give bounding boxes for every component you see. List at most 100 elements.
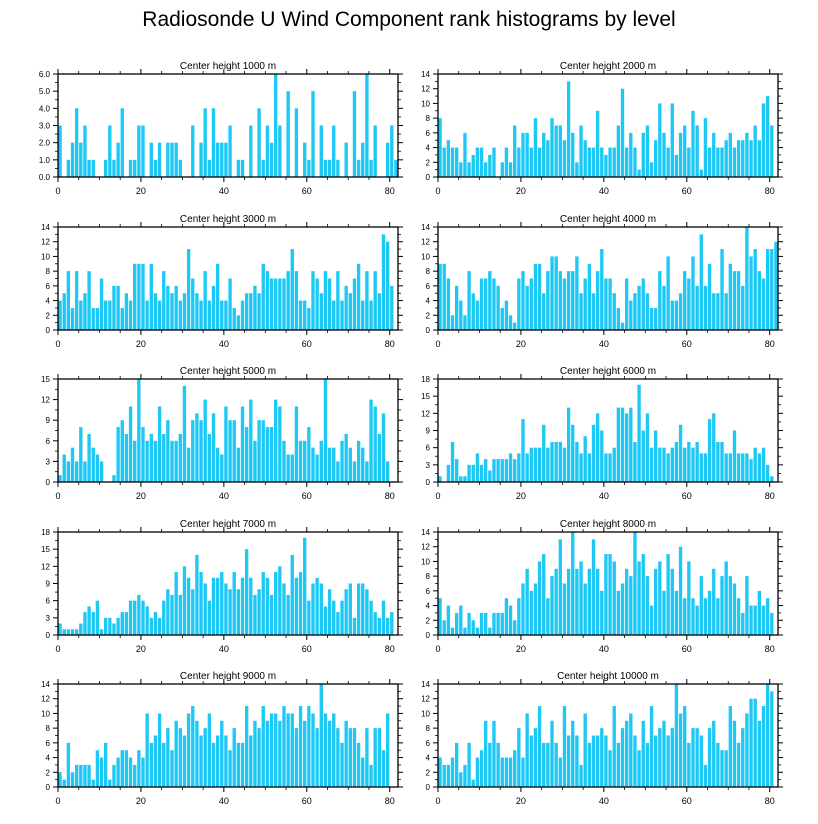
panel-7-bar (253, 594, 257, 635)
panel-6-bar (583, 436, 587, 482)
panel-7-bar (203, 583, 207, 635)
panel-8-bar (736, 598, 741, 635)
panel-6-ytick-label: 12 (421, 409, 430, 418)
panel-7-bar (149, 617, 153, 635)
panel-5-bar (141, 427, 145, 482)
panel-5-bar (303, 440, 307, 482)
panel-6-bar (595, 413, 600, 482)
panel-6-bar (488, 470, 492, 482)
panel-10-bar (575, 735, 579, 787)
panel-2-bar (637, 169, 641, 177)
panel-9-bar (104, 742, 108, 787)
panel-10-ytick-label: 14 (421, 680, 430, 689)
panel-10-bar (479, 750, 484, 787)
panel-4-bar (774, 241, 778, 330)
panel-6-bar (741, 453, 745, 482)
panel-3-bar (377, 293, 382, 330)
panel-1-bar (240, 159, 245, 177)
panel-8-bar (513, 620, 517, 635)
panel-8-bar (479, 612, 484, 635)
panel-9-bar (244, 706, 249, 787)
panel-4-bar (699, 234, 703, 330)
panel-4-bar (670, 300, 674, 330)
panel-2-bar (741, 140, 745, 177)
panel-4-bar (645, 293, 650, 330)
panel-2-bar (500, 162, 504, 177)
panel-5-bar (240, 406, 245, 482)
panel-9-bar (269, 713, 274, 787)
panel-10-ytick-label: 4 (426, 754, 431, 763)
panel-2-bar (442, 147, 446, 177)
panel-4-xtick-label: 80 (765, 339, 775, 349)
panel-1-ytick-label: 4.0 (39, 104, 51, 113)
panel-6-bar (670, 447, 674, 482)
panel-5-ytick-label: 12 (41, 396, 50, 405)
panel-5-bar (178, 433, 182, 482)
panel-1-bar (369, 159, 373, 177)
panel-4-bar (612, 293, 616, 330)
panel-3-bar (286, 271, 290, 330)
panel-6-bar (770, 476, 774, 482)
panel-8-bar (732, 583, 737, 635)
panel-10-bar (666, 735, 670, 787)
panel-2-bar (736, 140, 741, 177)
panel-8-ytick-label: 14 (421, 528, 430, 537)
panel-5-bar (307, 427, 311, 482)
panel-6-bar (587, 453, 592, 482)
panel-7-bar (95, 600, 100, 635)
panel-1-bar (269, 142, 274, 177)
panel-5-bar (58, 475, 62, 482)
panel-6-bar (508, 453, 513, 482)
panel-9-bar (62, 779, 66, 787)
panel-1-bar (70, 142, 75, 177)
panel-10-ytick-label: 6 (426, 739, 431, 748)
panel-6-ytick-label: 3 (426, 461, 431, 470)
panel-7-bar (112, 623, 116, 635)
panel-1-xtick-label: 20 (136, 186, 146, 196)
panel-6-bar (736, 453, 741, 482)
panel-4-bar (479, 278, 484, 330)
panel-1-bar (128, 159, 133, 177)
panel-2-bar (459, 162, 463, 177)
panel-8-bar (579, 561, 583, 635)
panel-10-bar (629, 713, 633, 787)
panel-5-bar (269, 427, 274, 482)
panel-2-bar (537, 147, 542, 177)
panel-1-bar (352, 91, 357, 177)
panel-5-bar (294, 406, 299, 482)
panel-4-bar (517, 278, 521, 330)
panel-10-bar (753, 698, 757, 787)
panel-6-bar (542, 424, 546, 482)
panel-9-bar (303, 720, 307, 787)
panel-3-bar (128, 300, 133, 330)
panel-10-bar (716, 742, 720, 787)
panel-2-bar (591, 147, 596, 177)
panel-5-bar (112, 475, 116, 482)
panel-10-bar (604, 735, 608, 787)
panel-6-bar (761, 447, 766, 482)
panel-5-bar (278, 406, 282, 482)
panel-9-bar (203, 728, 207, 787)
panel-2-bar (612, 147, 616, 177)
panel-1-bar (286, 91, 290, 177)
panel-7-bar (278, 566, 282, 635)
panel-10-bar (542, 742, 546, 787)
panel-5-bar (211, 413, 216, 482)
panel-7-bar (91, 612, 95, 635)
panel-1-bar (207, 159, 212, 177)
panel-2-bar (745, 132, 749, 177)
panel-10-bar (695, 728, 699, 787)
panel-1-bar (303, 142, 307, 177)
panel-9-bar (286, 713, 290, 787)
panel-2-xtick-label: 40 (599, 186, 609, 196)
panel-7-bar (62, 629, 66, 635)
panel-7-bar (207, 600, 212, 635)
panel-3-bar (290, 249, 294, 330)
panel-6-bar (633, 441, 637, 482)
panel-3-bar (99, 278, 104, 330)
panel-3-bar (220, 300, 224, 330)
panel-8-bar (450, 627, 455, 635)
panel-9-bar (87, 764, 91, 787)
panel-1-xtick-label: 60 (302, 186, 312, 196)
panel-7-ytick-label: 3 (46, 614, 51, 623)
